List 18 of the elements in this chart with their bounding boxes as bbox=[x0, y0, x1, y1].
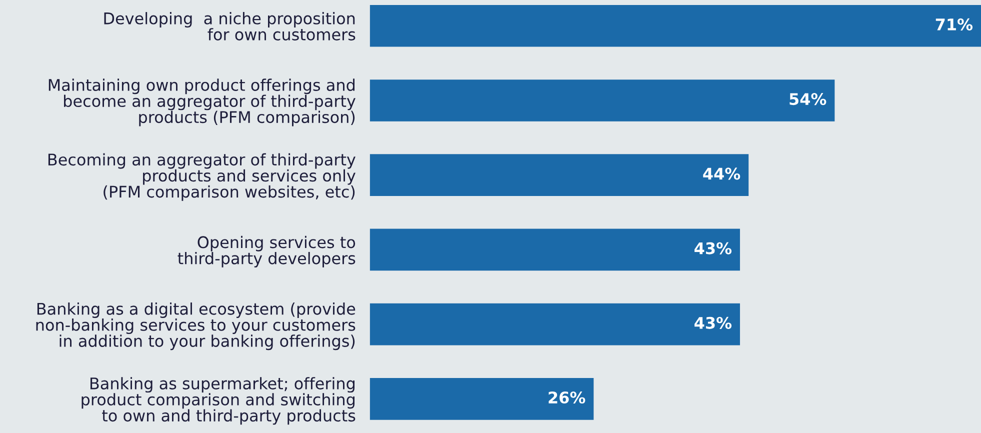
y-tick-label: Banking as supermarket; offering product comparison and switching to own and third-party products bbox=[82, 377, 356, 425]
data-label: 43% bbox=[694, 316, 732, 329]
data-label: 54% bbox=[790, 93, 826, 106]
y-tick-label: Maintaining own product offerings and become an aggregator of third-party products (PFM comparison) bbox=[48, 78, 356, 126]
y-tick-label: Banking as a digital ecosystem (provide non-banking services to your customers in addition to your banking offerings) bbox=[36, 302, 356, 350]
y-tick-label: Developing a niche proposition for own customers bbox=[104, 12, 356, 40]
bar bbox=[370, 80, 835, 122]
bar bbox=[370, 228, 740, 271]
bar bbox=[370, 378, 594, 420]
bar bbox=[370, 154, 749, 196]
y-tick-label: Becoming an aggregator of third-party products and services only (PFM comparison websites, etc) bbox=[48, 153, 356, 201]
data-label: 71% bbox=[936, 18, 973, 30]
bar bbox=[370, 303, 740, 346]
y-tick-label: Opening services to third-party developers bbox=[178, 236, 356, 268]
bar bbox=[370, 4, 981, 47]
data-label: 26% bbox=[548, 391, 586, 404]
data-label: 44% bbox=[703, 168, 740, 180]
data-label: 43% bbox=[694, 242, 732, 254]
